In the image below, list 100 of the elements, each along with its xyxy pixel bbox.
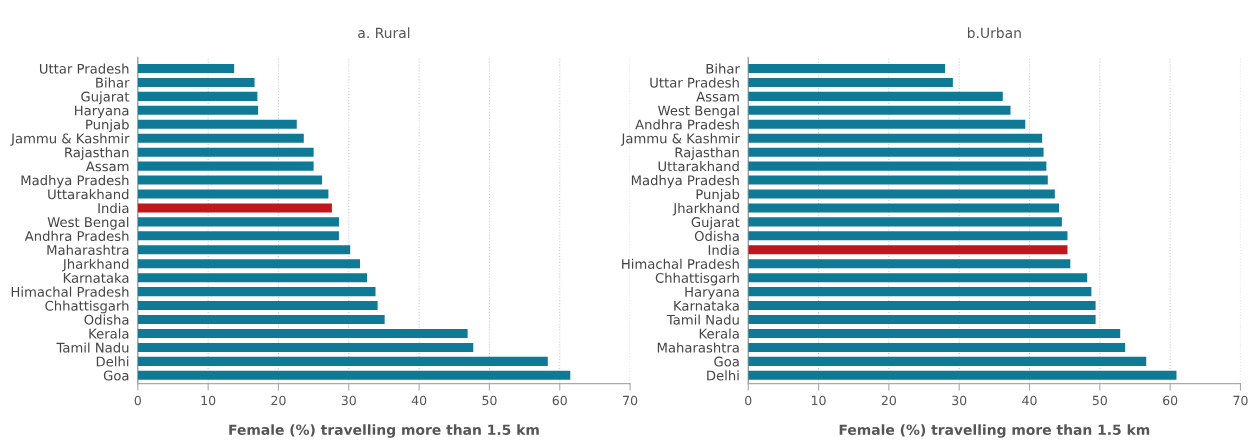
bar [137,77,255,87]
y-tick-label: Karnataka [674,300,739,311]
y-tick-label: Delhi [96,356,129,367]
y-tick-label: Chhattisgarh [45,300,129,314]
y-tick-label: Haryana [75,105,129,119]
x-tick-label: 50 [1092,395,1107,406]
bar [748,203,1060,213]
x-tick-label: 70 [1233,395,1248,406]
y-tick-label: Chhattisgarh [655,272,739,286]
y-tick-label: India [98,202,129,214]
y-tick-label: Uttar Pradesh [650,77,739,88]
x-tick-label: 30 [952,395,967,406]
x-tick-label: 30 [341,395,356,406]
bar [137,189,329,199]
y-tick-label: West Bengal [658,105,739,119]
y-tick-label: Rajasthan [65,147,129,160]
x-tick-label: 40 [411,395,427,406]
bar [137,342,474,352]
bar [748,342,1126,352]
x-tick-label: 10 [201,395,216,406]
x-tick-label: 0 [134,395,141,406]
y-tick-label: Bihar [706,63,740,74]
bar [137,314,385,325]
x-tick-label: 20 [271,395,286,406]
bar [748,175,1048,185]
chart-title: a. Rural [358,27,410,39]
bar [137,301,378,311]
y-tick-label: Punjab [86,119,129,133]
x-tick-label: 70 [623,395,638,406]
y-tick-label: Delhi [707,370,739,381]
bar [748,161,1047,171]
bar [137,133,304,143]
y-tick-label: Rajasthan [675,147,739,160]
y-tick-label: Kerala [89,328,129,339]
x-tick-label: 60 [1163,395,1178,406]
y-tick-label: Goa [714,356,739,367]
y-tick-label: Goa [103,370,129,381]
x-tick-label: 40 [1022,395,1037,406]
bar [748,287,1092,297]
bar [137,328,468,338]
y-tick-label: Himachal Pradesh [11,286,129,297]
x-tick-label: 50 [482,395,497,406]
y-tick-label: Jammu & Kashmir [620,133,740,146]
y-tick-label: Madhya Pradesh [21,175,129,188]
bar [748,245,1068,255]
bar [748,217,1062,227]
bar [748,370,1177,380]
bar [748,63,946,74]
x-tick-label: 10 [811,395,826,406]
y-tick-label: Himachal Pradesh [622,258,739,269]
y-tick-label: Tamil Nadu [56,342,129,353]
y-tick-label: Gujarat [81,91,130,105]
bar [137,217,339,227]
y-tick-label: India [708,244,739,255]
bar [137,147,314,157]
bar [748,133,1043,143]
bar [748,119,1026,129]
bar [748,314,1096,325]
y-tick-label: Maharashtra [657,342,739,353]
x-tick-label: 20 [881,395,896,406]
y-tick-label: Jharkhand [672,202,739,216]
y-tick-label: Uttarakhand [658,161,739,172]
bar [137,245,351,255]
bar [748,356,1147,366]
y-tick-label: Assam [85,161,129,172]
y-tick-label: Bihar [96,77,130,88]
y-tick-label: Uttarakhand [48,188,129,200]
bar [137,273,368,283]
bar [137,91,258,101]
bar [748,77,953,87]
bar [137,287,376,297]
bar [748,105,1011,115]
bar [748,301,1096,311]
y-tick-label: Uttar Pradesh [39,63,129,74]
bar [137,356,548,366]
bar [137,119,297,129]
x-tick-label: 60 [552,395,567,406]
bar [137,63,235,74]
y-tick-label: Andhra Pradesh [24,230,129,242]
bar [137,203,332,213]
y-tick-label: Karnataka [63,272,129,283]
bar [137,370,571,380]
x-axis-title: Female (%) travelling more than 1.5 km [229,424,539,438]
bar [748,91,1003,101]
y-tick-label: Haryana [685,287,739,300]
bar [137,259,361,269]
y-tick-label: Odisha [84,314,129,325]
bar [137,105,259,115]
x-tick-label: 0 [745,395,752,406]
y-tick-label: Gujarat [691,216,740,230]
bar [748,189,1055,199]
y-tick-label: Madhya Pradesh [631,175,739,188]
y-tick-label: Maharashtra [47,244,129,255]
bar [748,259,1071,269]
bar [137,231,339,241]
y-tick-label: Punjab [696,188,740,202]
bar [748,273,1088,283]
y-tick-label: Jharkhand [62,258,129,272]
y-tick-label: West Bengal [47,216,129,230]
y-tick-label: Tamil Nadu [666,314,739,325]
